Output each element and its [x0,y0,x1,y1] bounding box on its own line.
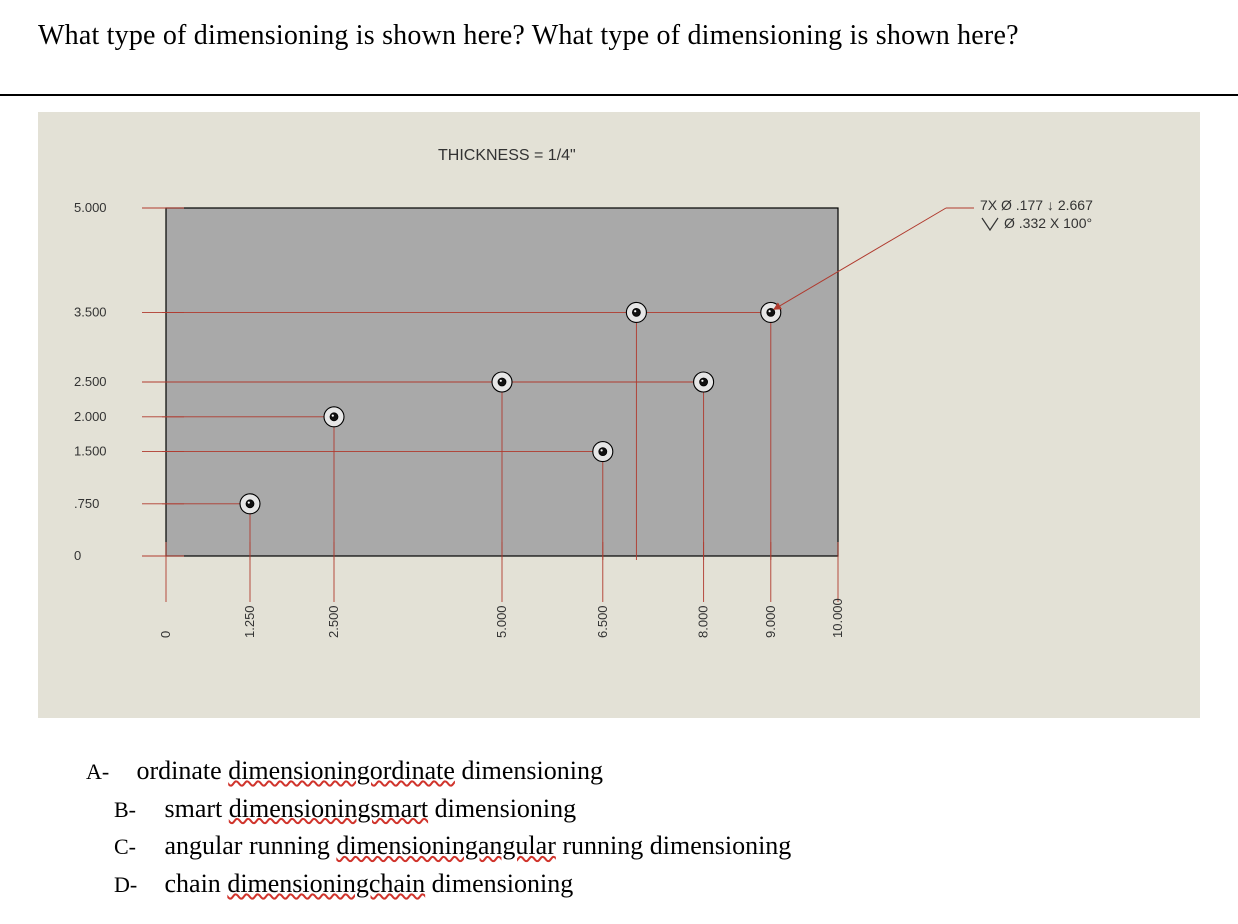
option-text-pre: smart [165,794,229,823]
svg-text:2.500: 2.500 [326,605,341,638]
svg-text:THICKNESS = 1/4": THICKNESS = 1/4" [438,147,576,164]
option-letter: D- [114,869,158,901]
svg-text:3.500: 3.500 [74,304,107,319]
svg-text:6.500: 6.500 [595,605,610,638]
option-d[interactable]: D- chain dimensioningchain dimensioning [114,865,791,903]
svg-text:Ø .332 X 100°: Ø .332 X 100° [1004,215,1092,231]
option-text-post: dimensioning [455,756,603,785]
option-text-pre: angular running [165,831,337,860]
option-b[interactable]: B- smart dimensioningsmart dimensioning [114,790,791,828]
svg-text:10.000: 10.000 [830,598,845,638]
svg-text:8.000: 8.000 [696,605,711,638]
drawing-panel: THICKNESS = 1/4" 0 .750 1.500 2.000 2.500 3.50… [38,112,1200,718]
answer-options: A- ordinate dimensioningordinate dimensi… [86,752,791,903]
option-text-pre: chain [165,869,228,898]
option-letter: A- [86,756,130,788]
option-text-wavy: dimensioningangular [336,831,556,860]
svg-text:1.250: 1.250 [242,605,257,638]
option-c[interactable]: C- angular running dimensioningangular r… [114,827,791,865]
option-letter: B- [114,794,158,826]
option-a[interactable]: A- ordinate dimensioningordinate dimensi… [86,752,791,790]
drawing-svg: THICKNESS = 1/4" 0 .750 1.500 2.000 2.500 3.50… [38,112,1200,718]
svg-text:.750: .750 [74,496,99,511]
svg-text:2.000: 2.000 [74,409,107,424]
svg-text:0: 0 [158,631,173,638]
option-text-post: dimensioning [428,794,576,823]
svg-text:5.000: 5.000 [74,200,107,215]
svg-text:5.000: 5.000 [494,605,509,638]
question-text: What type of dimensioning is shown here?… [38,20,1019,52]
svg-text:7X Ø .177 ↓ 2.667: 7X Ø .177 ↓ 2.667 [980,197,1093,213]
svg-text:9.000: 9.000 [763,605,778,638]
svg-text:1.500: 1.500 [74,444,107,459]
option-text-pre: ordinate [137,756,229,785]
option-text-wavy: dimensioningchain [227,869,425,898]
option-text-post: dimensioning [425,869,573,898]
option-letter: C- [114,831,158,863]
svg-text:2.500: 2.500 [74,374,107,389]
svg-text:0: 0 [74,548,81,563]
option-text-wavy: dimensioningsmart [229,794,428,823]
option-text-wavy: dimensioningordinate [228,756,455,785]
divider [0,94,1238,96]
option-text-post: running dimensioning [556,831,791,860]
